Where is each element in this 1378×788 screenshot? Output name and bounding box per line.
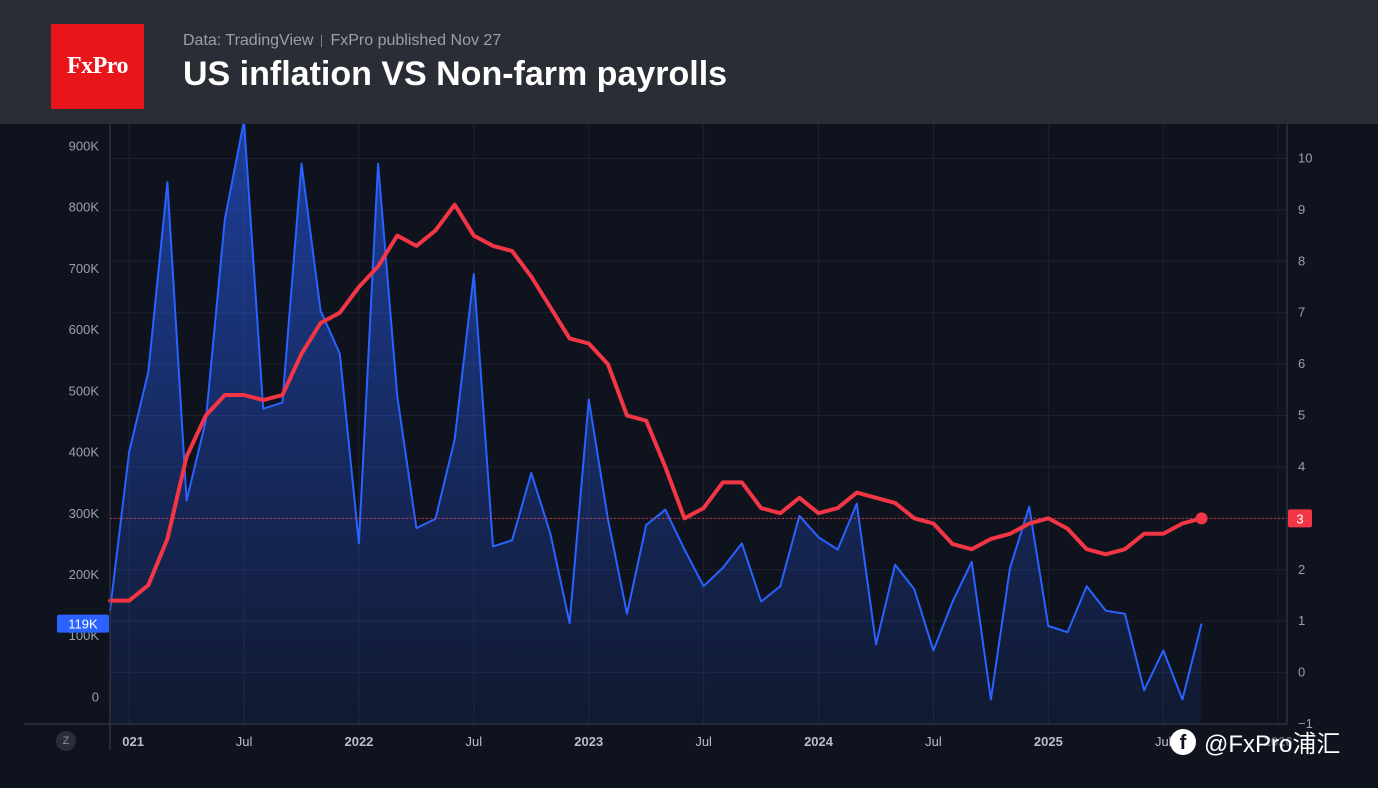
left-tick-label: 500K	[69, 383, 100, 398]
chart-title: US inflation VS Non-farm payrolls	[183, 55, 728, 93]
watermark-text: @FxPro浦汇	[1204, 731, 1341, 758]
right-tick-label: 8	[1298, 253, 1305, 268]
fxpro-logo: FxPro	[51, 24, 144, 109]
x-tick-label: Jul	[1155, 734, 1172, 749]
right-tick-label: 9	[1298, 202, 1305, 217]
left-tick-label: 400K	[69, 445, 100, 460]
left-tick-label: 200K	[69, 567, 100, 582]
x-tick-label: Jul	[466, 734, 483, 749]
divider	[321, 35, 323, 47]
right-tick-label: 4	[1298, 459, 1305, 474]
x-tick-label: Jul	[925, 734, 942, 749]
inflation-last-value: 3	[1296, 511, 1303, 526]
right-tick-label: 6	[1298, 356, 1305, 371]
left-tick-label: 0	[92, 689, 99, 704]
x-tick-label: 2026	[1264, 734, 1293, 749]
right-tick-label: −1	[1298, 716, 1313, 731]
data-source: Data: TradingView	[183, 32, 314, 49]
x-tick-label: Jul	[695, 734, 712, 749]
x-tick-label: Jul	[236, 734, 253, 749]
left-tick-label: 800K	[69, 200, 100, 215]
payrolls-line	[109, 124, 1203, 701]
inflation-last-point	[1195, 512, 1208, 525]
right-tick-label: 5	[1298, 408, 1305, 423]
facebook-icon: f	[1170, 728, 1196, 755]
left-tick-label: 300K	[69, 506, 100, 521]
x-tick-label: 2025	[1034, 734, 1063, 749]
inflation-last-badge	[1288, 509, 1312, 528]
inflation-line	[108, 202, 1204, 603]
header-bar: FxPro Data: TradingView FxPro published …	[0, 0, 1378, 124]
chart-area[interactable]: −10123456789100100K200K300K400K500K600K7…	[0, 124, 1378, 788]
right-tick-label: 0	[1298, 665, 1305, 680]
payrolls-last-value: 119K	[68, 617, 98, 632]
left-tick-label: 700K	[69, 261, 100, 276]
right-tick-label: 1	[1298, 613, 1305, 628]
payrolls-area	[110, 124, 1202, 724]
right-tick-label: 2	[1298, 562, 1305, 577]
left-tick-label: 900K	[69, 138, 100, 153]
zoom-reset-button[interactable]: Z	[56, 731, 76, 751]
right-tick-label: 7	[1298, 305, 1305, 320]
payrolls-last-badge	[57, 614, 109, 633]
x-tick-label: 2023	[574, 734, 603, 749]
watermark: f @FxPro浦汇	[1170, 724, 1340, 759]
x-tick-label: 2022	[344, 734, 373, 749]
left-tick-label: 600K	[69, 322, 100, 337]
publisher: FxPro published Nov 27	[330, 32, 502, 49]
x-tick-label: 021	[122, 734, 144, 749]
source-line: Data: TradingView FxPro published Nov 27	[183, 32, 501, 50]
x-tick-label: 2024	[804, 734, 834, 749]
right-tick-label: 10	[1298, 150, 1312, 165]
